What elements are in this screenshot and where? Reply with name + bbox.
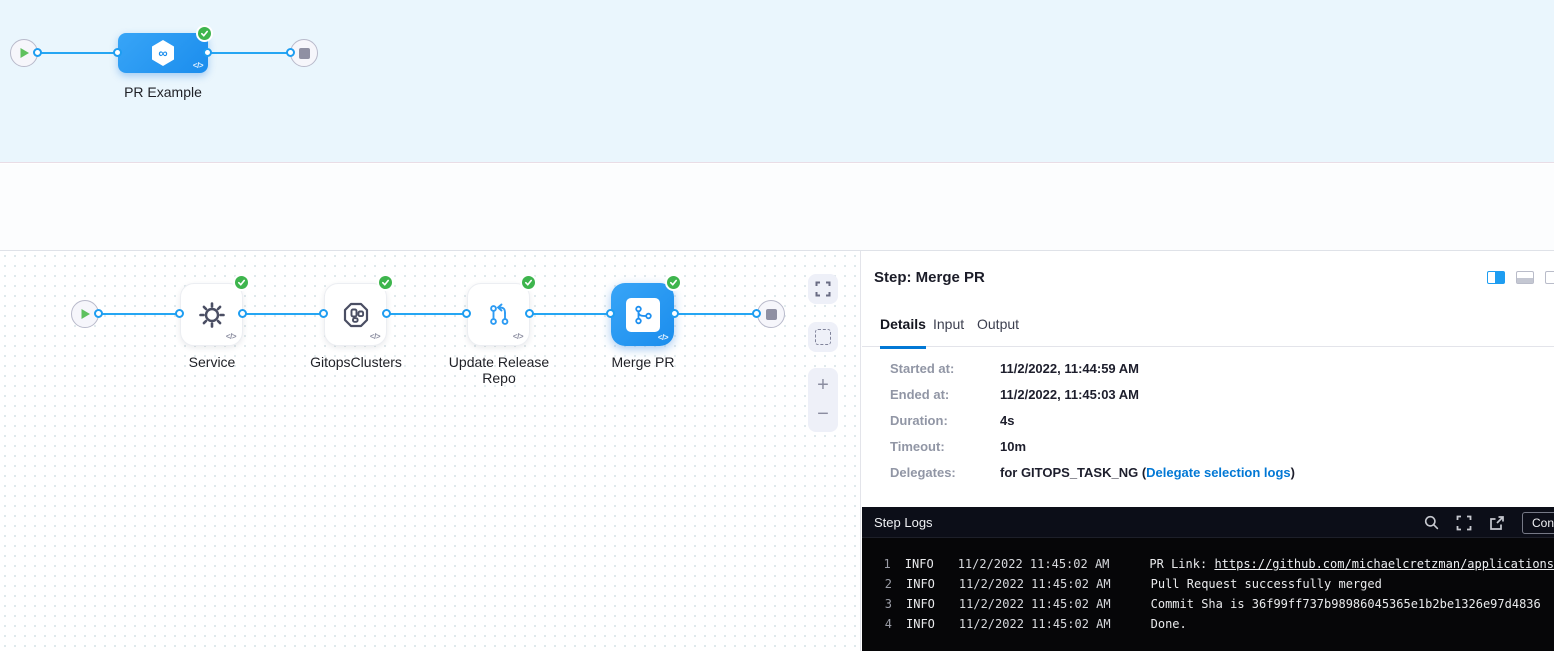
step-panel-tabs: Details Input Output	[862, 309, 1554, 349]
connector-port	[286, 48, 295, 57]
connector-port	[670, 309, 679, 318]
update-repo-icon	[489, 303, 508, 325]
connector-port	[462, 309, 471, 318]
step-logs-title: Step Logs	[874, 514, 933, 530]
tab-output[interactable]: Output	[977, 316, 1020, 332]
connector-port	[606, 309, 615, 318]
edge-line	[208, 52, 294, 54]
pr-link[interactable]: https://github.com/michaelcretzman/appli…	[1214, 557, 1554, 571]
connector-port	[525, 309, 534, 318]
tab-input[interactable]: Input	[933, 316, 965, 332]
step-node-merge-pr[interactable]: </>	[611, 283, 674, 346]
step-node-service[interactable]: </>	[180, 283, 243, 346]
detail-row-delegates: Delegates: for GITOPS_TASK_NG (Delegate …	[890, 465, 1295, 480]
step-label[interactable]: Update Release Repo	[448, 354, 550, 386]
step-node-gitopsclusters[interactable]: </>	[324, 283, 387, 346]
connector-port	[238, 309, 247, 318]
step-logs-panel: Step Logs	[862, 507, 1554, 651]
edge-line	[243, 313, 328, 315]
execution-main: </> Service </>	[0, 251, 1554, 651]
connector-port	[319, 309, 328, 318]
step-logs-header: Step Logs	[862, 507, 1554, 538]
stage-end-node[interactable]	[757, 300, 785, 328]
layout-right-panel-icon[interactable]	[1545, 271, 1554, 284]
success-badge-icon	[196, 25, 213, 42]
step-label[interactable]: Service	[188, 354, 236, 370]
stop-icon	[298, 47, 310, 59]
edge-line	[99, 313, 184, 315]
logs-actions: Console View	[1424, 507, 1554, 538]
detail-row-timeout: Timeout: 10m	[890, 439, 1027, 454]
code-glyph: </>	[369, 332, 381, 341]
connector-port	[175, 309, 184, 318]
code-glyph: </>	[657, 333, 669, 342]
connector-port	[94, 309, 103, 318]
panel-layout-toggles	[1487, 271, 1554, 284]
layout-right-split-icon[interactable]	[1487, 271, 1505, 284]
code-glyph: </>	[512, 332, 524, 341]
success-badge-icon	[665, 274, 682, 291]
step-label[interactable]: Merge PR	[611, 354, 675, 370]
step-label[interactable]: GitopsClusters	[310, 354, 402, 370]
search-icon[interactable]	[1424, 515, 1439, 530]
step-details-table: Started at: 11/2/2022, 11:44:59 AM Ended…	[862, 361, 1554, 491]
svg-text:∞: ∞	[158, 46, 167, 61]
logs-fullscreen-icon[interactable]	[1456, 515, 1472, 531]
connector-port	[382, 309, 391, 318]
connector-port	[752, 309, 761, 318]
connector-port	[203, 48, 212, 57]
open-in-new-icon[interactable]	[1489, 515, 1505, 531]
git-merge-icon	[625, 297, 660, 332]
connector-port	[113, 48, 122, 57]
tab-details[interactable]: Details	[880, 316, 926, 349]
execution-summary-bar: PR Example Started at: 11/2/2022, 11:44:…	[0, 164, 1554, 399]
edge-line	[675, 313, 760, 315]
zoom-out-button[interactable]: −	[817, 403, 829, 425]
stage-graph-canvas[interactable]: </> Service </>	[0, 251, 861, 651]
gear-icon	[198, 301, 225, 328]
canvas-fullscreen-button[interactable]	[808, 274, 838, 304]
log-line: 2 INFO 11/2/2022 11:45:02 AM Pull Reques…	[884, 577, 1382, 591]
detail-row-duration: Duration: 4s	[890, 413, 1015, 428]
success-badge-icon	[520, 274, 537, 291]
stage-node-pr-example[interactable]: ∞ </>	[118, 33, 208, 73]
play-icon	[20, 48, 29, 58]
clusters-icon	[343, 302, 368, 327]
gitops-stage-icon: ∞	[152, 40, 174, 66]
canvas-zoom-control: + −	[808, 368, 838, 432]
detail-row-ended-at: Ended at: 11/2/2022, 11:45:03 AM	[890, 387, 1140, 402]
log-line: 4 INFO 11/2/2022 11:45:02 AM Done.	[884, 617, 1187, 631]
success-badge-icon	[377, 274, 394, 291]
zoom-in-button[interactable]: +	[817, 374, 829, 396]
stop-icon	[765, 308, 777, 320]
stage-overview-band: ∞ </> PR Example	[0, 0, 1554, 163]
code-glyph: </>	[192, 61, 204, 70]
step-details-panel: Step: Merge PR Details Input Output Star…	[862, 251, 1554, 651]
layout-bottom-split-icon[interactable]	[1516, 271, 1534, 284]
connector-port	[33, 48, 42, 57]
edge-line	[530, 313, 615, 315]
step-logs-body[interactable]: 1 INFO 11/2/2022 11:45:02 AM PR Link: ht…	[862, 538, 1554, 651]
delegate-selection-logs-link[interactable]: Delegate selection logs	[1146, 465, 1291, 480]
play-icon	[81, 309, 90, 319]
fullscreen-icon	[815, 281, 831, 297]
step-panel-title: Step: Merge PR	[874, 269, 985, 286]
step-node-update-release-repo[interactable]: </>	[467, 283, 530, 346]
edge-line	[38, 52, 120, 54]
stage-label[interactable]: PR Example	[124, 84, 202, 100]
log-line: 1 INFO 11/2/2022 11:45:02 AM PR Link: ht…	[883, 557, 1554, 571]
success-badge-icon	[233, 274, 250, 291]
detail-row-started-at: Started at: 11/2/2022, 11:44:59 AM	[890, 361, 1140, 376]
canvas-marquee-select-button[interactable]	[808, 322, 838, 352]
marquee-icon	[815, 329, 831, 345]
log-line: 3 INFO 11/2/2022 11:45:02 AM Commit Sha …	[884, 597, 1541, 611]
edge-line	[387, 313, 471, 315]
console-view-toggle[interactable]: Console View	[1522, 511, 1554, 534]
code-glyph: </>	[225, 332, 237, 341]
